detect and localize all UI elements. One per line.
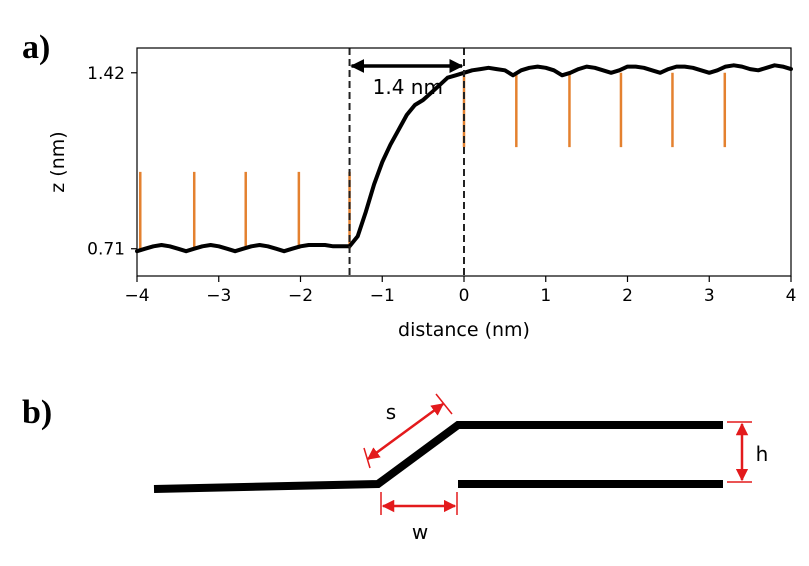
orange-ticks-upper-terrace [462, 72, 727, 148]
x-tick-label: 4 [786, 286, 797, 306]
w-label: w [412, 520, 428, 544]
dashed-step-boundaries [348, 48, 465, 276]
lower-layer-with-step [153, 421, 723, 493]
step-width-label: 1.4 nm [373, 75, 443, 99]
x-tick-label: −1 [370, 286, 395, 306]
x-tick-label: 3 [704, 286, 715, 306]
orange-ticks-lower-terrace [139, 171, 351, 249]
x-tick-label: 1 [540, 286, 551, 306]
x-axis-label: distance (nm) [398, 319, 530, 341]
panel-a-label: a) [22, 29, 50, 66]
y-tick-label: 1.42 [87, 64, 125, 84]
panel-b-label: b) [22, 394, 52, 431]
x-tick-label: −3 [206, 286, 231, 306]
x-tick-label: 2 [622, 286, 633, 306]
x-tick-label: −2 [288, 286, 313, 306]
x-axis-ticks: −4 −3 −2 −1 0 1 2 3 4 [124, 276, 796, 306]
chart-panel-a: −4 −3 −2 −1 0 1 2 3 4 0.71 1.42 distance (nm) z (… [47, 47, 796, 341]
x-tick-label: −4 [124, 286, 149, 306]
step-schematic-panel-b: s h w [153, 393, 769, 544]
s-tick-end [435, 393, 453, 415]
s-dimension-arrow [366, 402, 445, 461]
h-label: h [756, 442, 769, 466]
y-axis-label: z (nm) [47, 131, 69, 192]
y-tick-label: 0.71 [87, 240, 125, 260]
s-label: s [386, 400, 396, 424]
x-tick-label: 0 [459, 286, 470, 306]
y-axis-ticks: 0.71 1.42 [87, 64, 137, 260]
